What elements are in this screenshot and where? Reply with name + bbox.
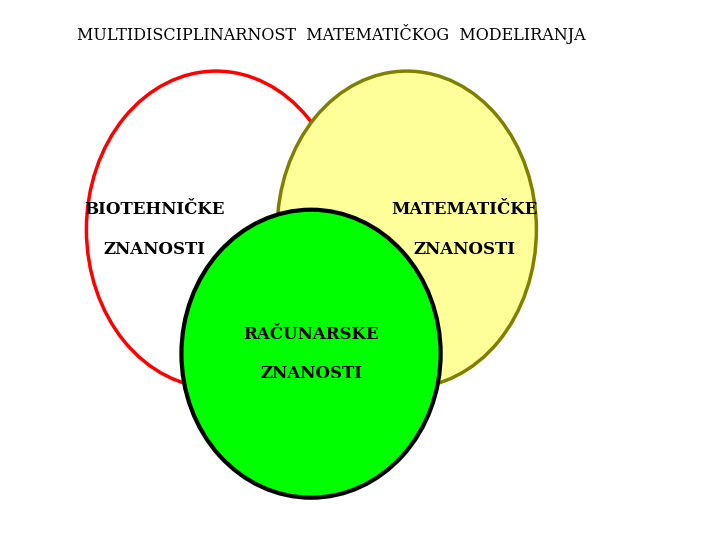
Text: BIOTEHNIČKE

ZNANOSTI: BIOTEHNIČKE ZNANOSTI — [84, 201, 225, 258]
Text: MULTIDISCIPLINARNOST  MATEMATIČKOG  MODELIRANJA: MULTIDISCIPLINARNOST MATEMATIČKOG MODELI… — [77, 24, 585, 44]
Ellipse shape — [86, 71, 346, 388]
Text: RAČUNARSKE

ZNANOSTI: RAČUNARSKE ZNANOSTI — [243, 326, 379, 382]
Ellipse shape — [181, 210, 441, 498]
Ellipse shape — [277, 71, 536, 388]
Text: MATEMATIČKE

ZNANOSTI: MATEMATIČKE ZNANOSTI — [391, 201, 538, 258]
